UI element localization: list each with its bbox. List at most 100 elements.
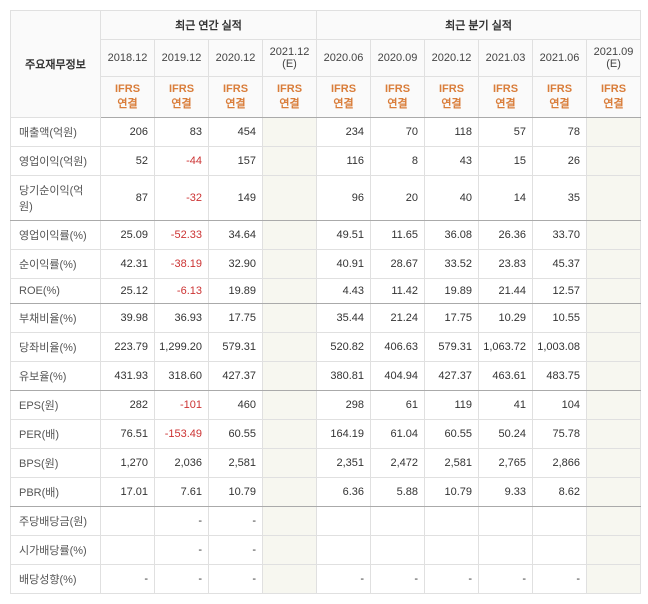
row-label: 유보율(%)	[11, 362, 101, 391]
cell: 406.63	[371, 333, 425, 362]
cell	[587, 147, 641, 176]
cell	[587, 536, 641, 565]
cell: -38.19	[155, 250, 209, 279]
cell: -44	[155, 147, 209, 176]
cell: 25.12	[101, 279, 155, 304]
row-label: PBR(배)	[11, 478, 101, 507]
cell: 20	[371, 176, 425, 221]
cell	[317, 536, 371, 565]
cell: 41	[479, 391, 533, 420]
cell: 61.04	[371, 420, 425, 449]
table-row: 매출액(억원)20683454234701185778	[11, 118, 641, 147]
cell: -	[101, 565, 155, 594]
ifrs-sub-header: IFRS연결	[425, 77, 479, 118]
cell	[587, 391, 641, 420]
row-label: 매출액(억원)	[11, 118, 101, 147]
cell: 404.94	[371, 362, 425, 391]
cell: 10.79	[209, 478, 263, 507]
cell	[263, 333, 317, 362]
row-label: 배당성향(%)	[11, 565, 101, 594]
table-row: 주당배당금(원)--	[11, 507, 641, 536]
cell: 21.44	[479, 279, 533, 304]
cell: 1,299.20	[155, 333, 209, 362]
cell: 76.51	[101, 420, 155, 449]
cell: 87	[101, 176, 155, 221]
cell: -32	[155, 176, 209, 221]
cell: 17.01	[101, 478, 155, 507]
cell	[317, 507, 371, 536]
cell: 32.90	[209, 250, 263, 279]
cell	[101, 507, 155, 536]
cell: 2,351	[317, 449, 371, 478]
ifrs-sub-header: IFRS연결	[587, 77, 641, 118]
cell: 483.75	[533, 362, 587, 391]
cell: 579.31	[209, 333, 263, 362]
cell: 35	[533, 176, 587, 221]
row-label: 영업이익(억원)	[11, 147, 101, 176]
row-label: ROE(%)	[11, 279, 101, 304]
ifrs-sub-header: IFRS연결	[317, 77, 371, 118]
cell: 223.79	[101, 333, 155, 362]
cell: -	[479, 565, 533, 594]
cell: 45.37	[533, 250, 587, 279]
cell: 26.36	[479, 221, 533, 250]
table-body: 매출액(억원)20683454234701185778영업이익(억원)52-44…	[11, 118, 641, 594]
cell	[263, 507, 317, 536]
cell: 116	[317, 147, 371, 176]
cell: -101	[155, 391, 209, 420]
period-header: 2020.12	[425, 40, 479, 77]
cell: 25.09	[101, 221, 155, 250]
cell	[587, 478, 641, 507]
cell	[263, 565, 317, 594]
cell: 318.60	[155, 362, 209, 391]
cell: 10.29	[479, 304, 533, 333]
cell	[587, 279, 641, 304]
cell	[587, 118, 641, 147]
cell: 78	[533, 118, 587, 147]
cell: 61	[371, 391, 425, 420]
table-row: 배당성향(%)--------	[11, 565, 641, 594]
cell: 104	[533, 391, 587, 420]
annual-section-header: 최근 연간 실적	[101, 11, 317, 40]
cell: 2,765	[479, 449, 533, 478]
period-header: 2019.12	[155, 40, 209, 77]
table-row: BPS(원)1,2702,0362,5812,3512,4722,5812,76…	[11, 449, 641, 478]
row-label: 순이익률(%)	[11, 250, 101, 279]
cell	[371, 507, 425, 536]
cell: 520.82	[317, 333, 371, 362]
cell: 164.19	[317, 420, 371, 449]
table-row: 당좌비율(%)223.791,299.20579.31520.82406.635…	[11, 333, 641, 362]
ifrs-sub-header: IFRS연결	[371, 77, 425, 118]
cell	[371, 536, 425, 565]
cell: 50.24	[479, 420, 533, 449]
cell: 39.98	[101, 304, 155, 333]
cell	[587, 176, 641, 221]
ifrs-sub-header: IFRS연결	[263, 77, 317, 118]
cell: 460	[209, 391, 263, 420]
cell: -	[425, 565, 479, 594]
row-label: 당기순이익(억원)	[11, 176, 101, 221]
cell: 8.62	[533, 478, 587, 507]
cell: 2,036	[155, 449, 209, 478]
period-header: 2020.09	[371, 40, 425, 77]
period-header: 2020.06	[317, 40, 371, 77]
cell	[587, 304, 641, 333]
cell: -6.13	[155, 279, 209, 304]
cell	[587, 420, 641, 449]
cell: 52	[101, 147, 155, 176]
ifrs-sub-header: IFRS연결	[533, 77, 587, 118]
cell: 427.37	[425, 362, 479, 391]
cell: -	[155, 565, 209, 594]
cell: 119	[425, 391, 479, 420]
ifrs-sub-header: IFRS연결	[101, 77, 155, 118]
table-row: 부채비율(%)39.9836.9317.7535.4421.2417.7510.…	[11, 304, 641, 333]
row-label: PER(배)	[11, 420, 101, 449]
cell	[587, 362, 641, 391]
cell: 149	[209, 176, 263, 221]
cell: 4.43	[317, 279, 371, 304]
period-header: 2021.03	[479, 40, 533, 77]
cell: -153.49	[155, 420, 209, 449]
cell	[263, 536, 317, 565]
row-label-header: 주요재무정보	[11, 11, 101, 118]
table-row: 당기순이익(억원)87-321499620401435	[11, 176, 641, 221]
